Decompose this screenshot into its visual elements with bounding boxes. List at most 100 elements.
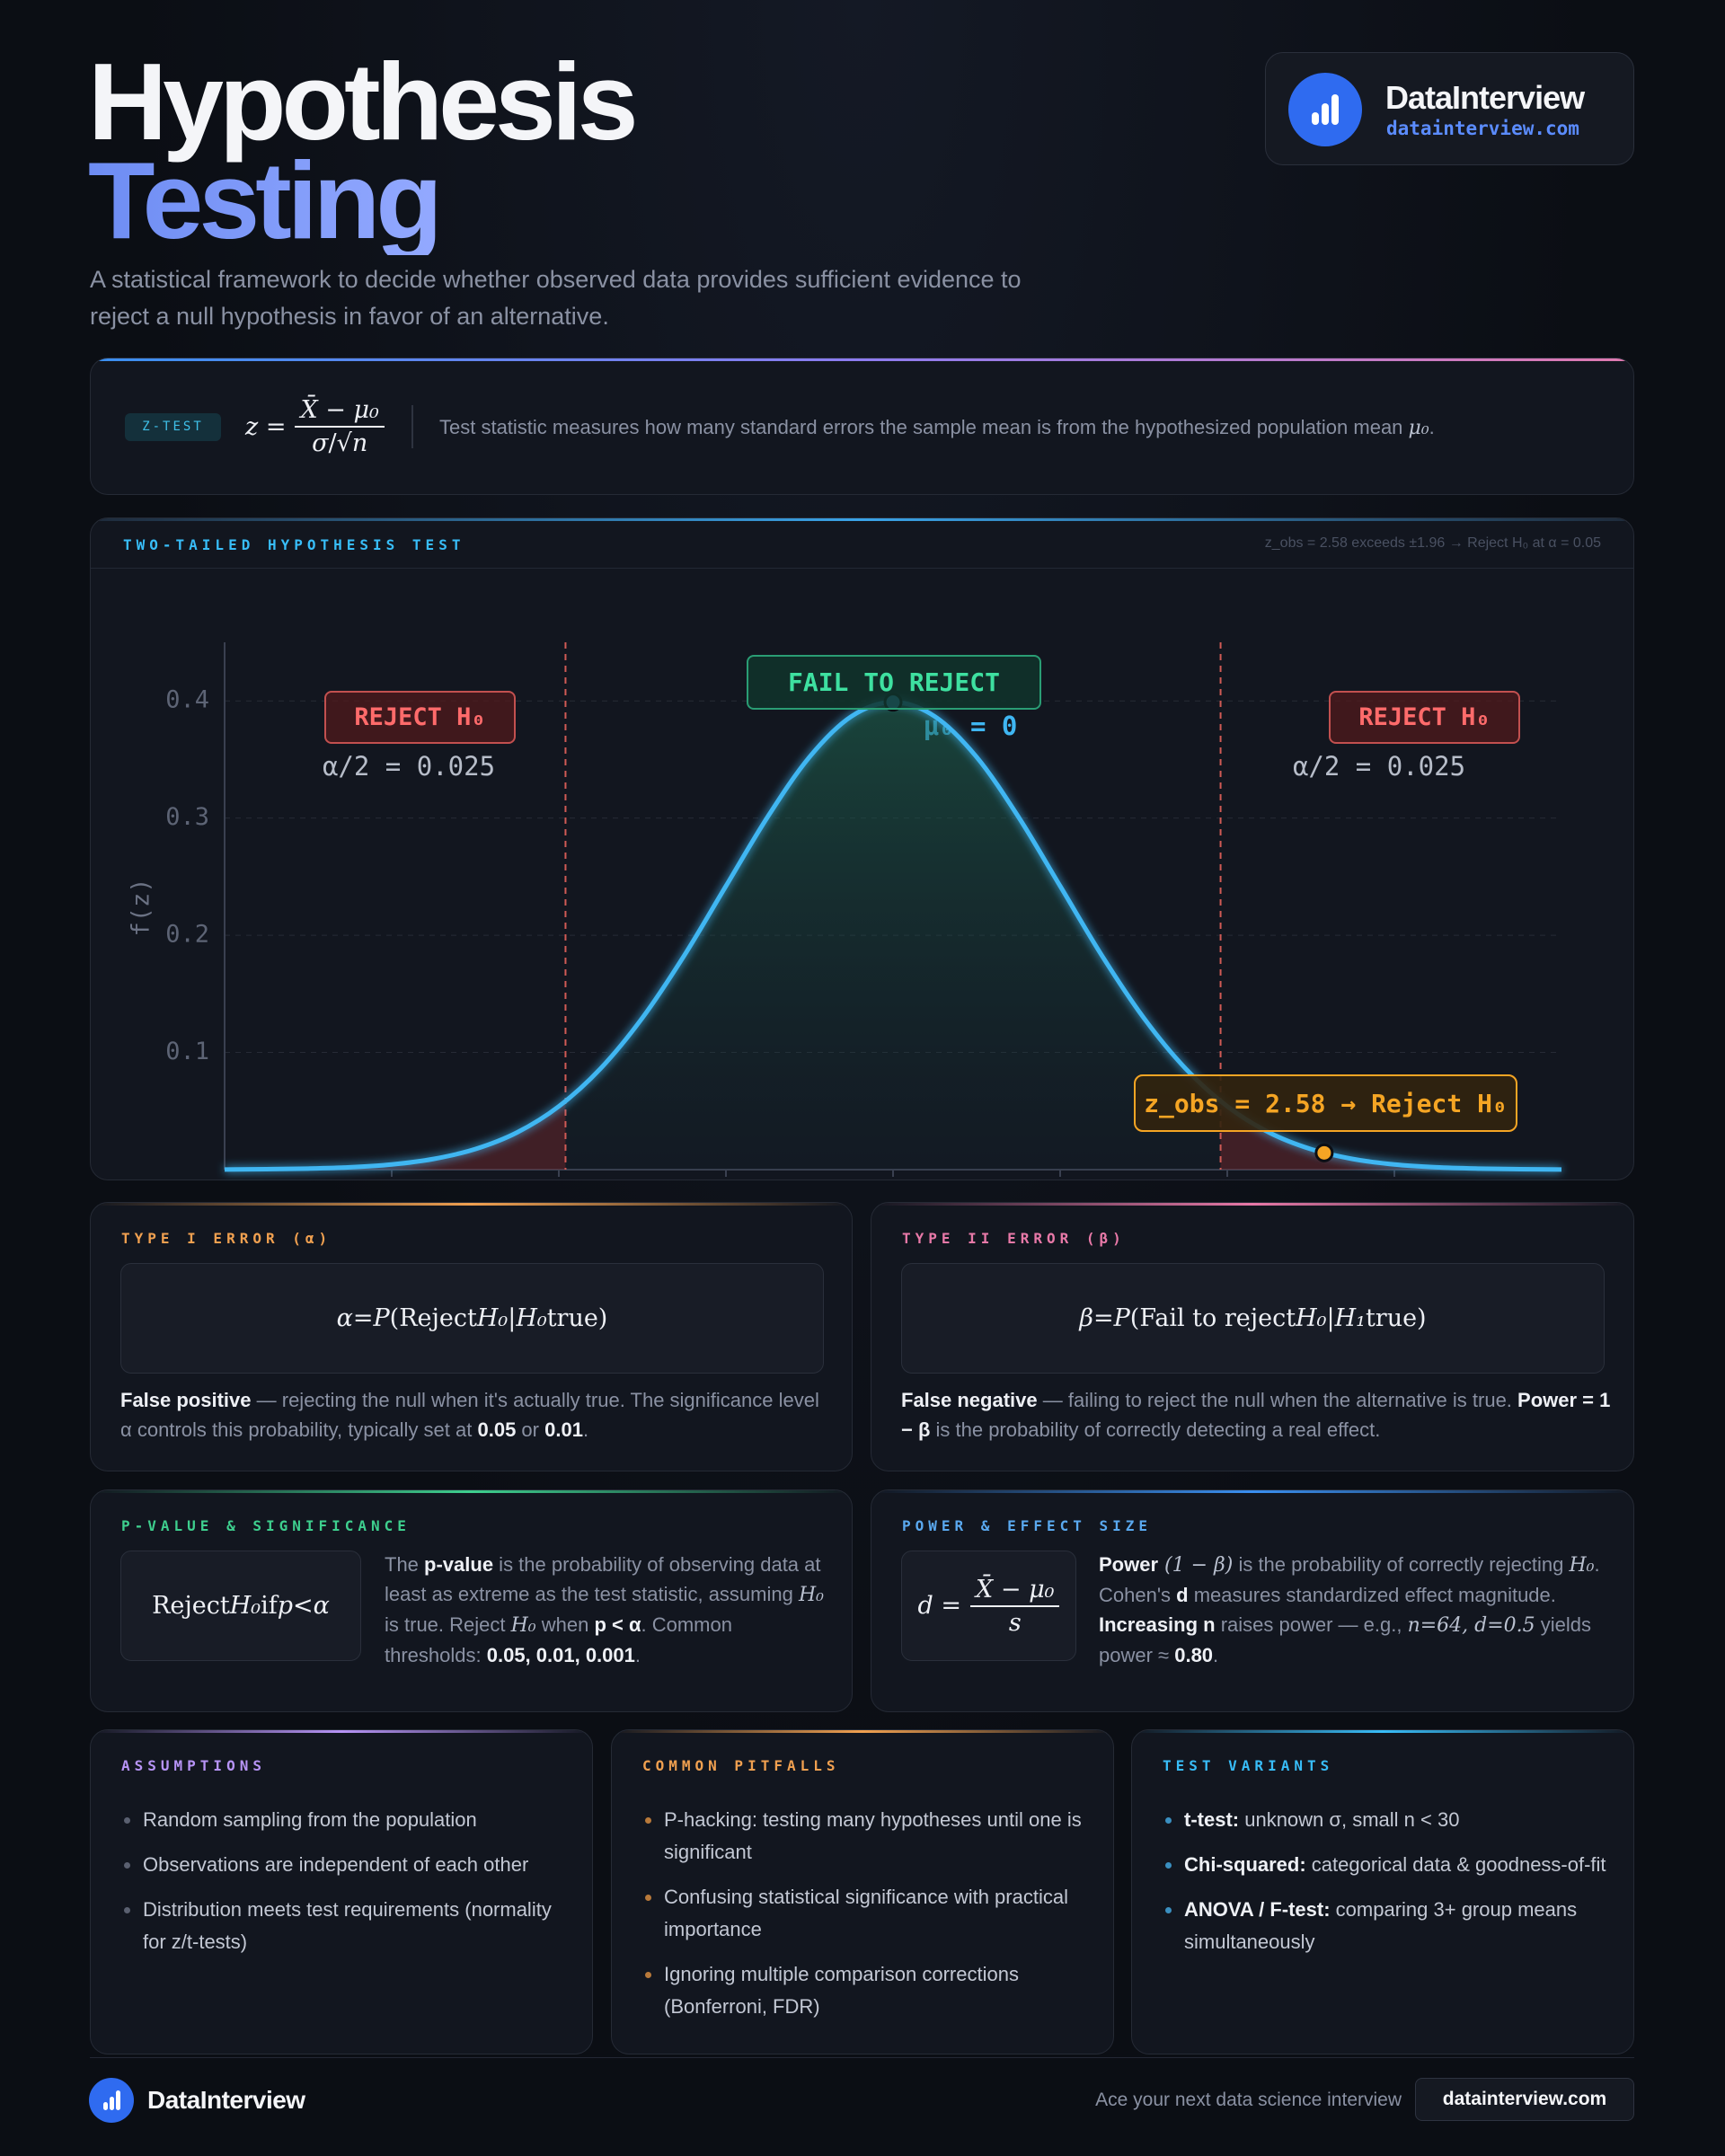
subtitle: A statistical framework to decide whethe… — [90, 266, 1022, 330]
title-line-1: Hypothesis — [88, 40, 639, 163]
card-title: TYPE II ERROR (β) — [902, 1230, 1126, 1247]
list-item: Random sampling from the population — [124, 1804, 567, 1836]
text-segment: d — [1176, 1584, 1189, 1606]
text-segment: (Fail to reject — [1129, 1304, 1296, 1332]
formula: Reject H₀ if p < α — [120, 1551, 361, 1661]
text-segment: (Reject — [389, 1304, 477, 1332]
text-segment: Distribution meets test requirements (no… — [143, 1898, 552, 1953]
header-rule — [91, 568, 1633, 569]
footer-logo — [89, 2078, 134, 2123]
title-line-2: Testing — [88, 139, 443, 261]
list-item: Observations are independent of each oth… — [124, 1849, 567, 1881]
text-segment: n — [351, 429, 368, 457]
text-segment: categorical data & goodness-of-fit — [1305, 1853, 1606, 1876]
brand-logo — [1288, 73, 1362, 146]
list-item: Chi-squared: categorical data & goodness… — [1165, 1849, 1608, 1881]
brand-name: DataInterview — [1385, 79, 1585, 116]
list: t-test: unknown σ, small n < 30 Chi-squar… — [1165, 1804, 1608, 1971]
text-segment: p < α — [594, 1613, 641, 1636]
type-one-card: TYPE I ERROR (α) α = P (Reject H₀ | H₀ tr… — [90, 1202, 853, 1471]
text-segment: is true. Reject — [385, 1613, 511, 1636]
text-segment: measures standardized effect magnitude. — [1188, 1584, 1556, 1606]
text-segment: Confusing statistical significance with … — [664, 1886, 1068, 1940]
pitfalls-card: COMMON PITFALLS P-hacking: testing many … — [611, 1729, 1114, 2054]
annotation: FAIL TO REJECT — [747, 655, 1041, 710]
text-segment: H₀ — [798, 1584, 824, 1606]
text-segment: Chi-squared: — [1184, 1853, 1306, 1876]
accent — [91, 1490, 852, 1493]
text-segment: Random sampling from the population — [143, 1808, 477, 1831]
text-segment: p-value — [424, 1553, 494, 1576]
annotation: α/2 = 0.025 — [322, 751, 496, 782]
description: False negative — failing to reject the n… — [901, 1385, 1611, 1445]
card-title: ASSUMPTIONS — [121, 1757, 266, 1774]
card-title: COMMON PITFALLS — [642, 1757, 840, 1774]
numerator: X̄ − μ₀ — [295, 396, 385, 428]
text-segment: X̄ — [976, 1575, 994, 1604]
list-item: Ignoring multiple comparison corrections… — [645, 1958, 1088, 2023]
text-segment: — failing to reject the null when the al… — [1037, 1389, 1518, 1411]
text-segment: False positive — [120, 1389, 252, 1411]
text-segment: σ — [312, 429, 329, 457]
text-segment: comparing 3+ group means simultaneously — [1184, 1898, 1578, 1953]
text-segment: | — [1326, 1304, 1335, 1332]
formula-description: Test statistic measures how many standar… — [439, 412, 1435, 443]
text-segment: H₀ — [1569, 1554, 1595, 1577]
footer-link[interactable]: datainterview.com — [1415, 2078, 1634, 2121]
description: The p-value is the probability of observ… — [385, 1550, 834, 1670]
text-segment: Observations are independent of each oth… — [143, 1853, 529, 1876]
footer-tagline: Ace your next data science interview — [1095, 2090, 1402, 2110]
text-segment: α — [336, 1304, 353, 1332]
text-segment: μ₀ — [353, 396, 379, 424]
text-segment: if — [261, 1592, 278, 1620]
text-segment: yields power ≈ — [1099, 1613, 1592, 1666]
list: P-hacking: testing many hypotheses until… — [645, 1804, 1088, 2036]
text-segment: H₀ — [476, 1304, 509, 1332]
list: Random sampling from the population Obser… — [124, 1804, 567, 1971]
text-segment: is the probability of observing data at … — [385, 1553, 821, 1605]
text-segment: H₀ — [1296, 1304, 1327, 1332]
text-segment: P-hacking: testing many hypotheses until… — [664, 1808, 1082, 1863]
accent — [91, 358, 1633, 361]
text-segment: < — [293, 1592, 314, 1620]
list-item: Confusing statistical significance with … — [645, 1881, 1088, 1946]
card-title: TEST VARIANTS — [1163, 1757, 1334, 1774]
text-segment: — rejecting the null when it's actually … — [120, 1389, 819, 1441]
text-segment: μ₀ — [1029, 1575, 1055, 1604]
list-item: t-test: unknown σ, small n < 30 — [1165, 1804, 1608, 1836]
formula: d = X̄ − μ₀ s — [901, 1551, 1076, 1661]
power-card: POWER & EFFECT SIZE d = X̄ − μ₀ s Power (… — [871, 1489, 1634, 1712]
text-segment: H₀ — [229, 1592, 261, 1620]
z-formula: z = X̄ − μ₀ σ/√n — [245, 385, 385, 468]
text-segment: s — [1008, 1608, 1022, 1637]
text-segment: False negative — [901, 1389, 1038, 1411]
text-segment: α — [313, 1592, 330, 1620]
type-two-card: TYPE II ERROR (β) β = P (Fail to reject H… — [871, 1202, 1634, 1471]
text-segment: = — [1093, 1304, 1114, 1332]
text-segment: Power — [1099, 1553, 1159, 1576]
list-item: P-hacking: testing many hypotheses until… — [645, 1804, 1088, 1869]
p-value-card: P-VALUE & SIGNIFICANCE Reject H₀ if p < … — [90, 1489, 853, 1712]
text-segment: true) — [1365, 1304, 1427, 1332]
description: False positive — rejecting the null when… — [120, 1385, 830, 1445]
text-segment: . — [582, 1418, 589, 1441]
numerator: X̄ − μ₀ — [970, 1575, 1060, 1607]
chart-title: TWO-TAILED HYPOTHESIS TEST — [123, 536, 465, 553]
text-segment: − — [993, 1575, 1030, 1604]
text-segment: = — [933, 1592, 962, 1620]
accent — [871, 1203, 1633, 1206]
accent — [91, 518, 1633, 521]
text-segment: | — [508, 1304, 517, 1332]
brand-url: datainterview.com — [1386, 118, 1579, 139]
text-segment: d — [917, 1592, 933, 1620]
fraction: X̄ − μ₀ s — [970, 1575, 1060, 1637]
text-segment: when — [535, 1613, 595, 1636]
accent — [91, 1730, 592, 1733]
text-segment: ANOVA / F-test: — [1184, 1898, 1331, 1921]
text-segment: raises power — e.g., — [1215, 1613, 1408, 1636]
text-segment: − — [317, 396, 354, 424]
text-segment: or — [516, 1418, 545, 1441]
text-segment: p — [277, 1592, 294, 1620]
list-item: Distribution meets test requirements (no… — [124, 1894, 567, 1958]
text-segment: H₁ — [1334, 1304, 1366, 1332]
